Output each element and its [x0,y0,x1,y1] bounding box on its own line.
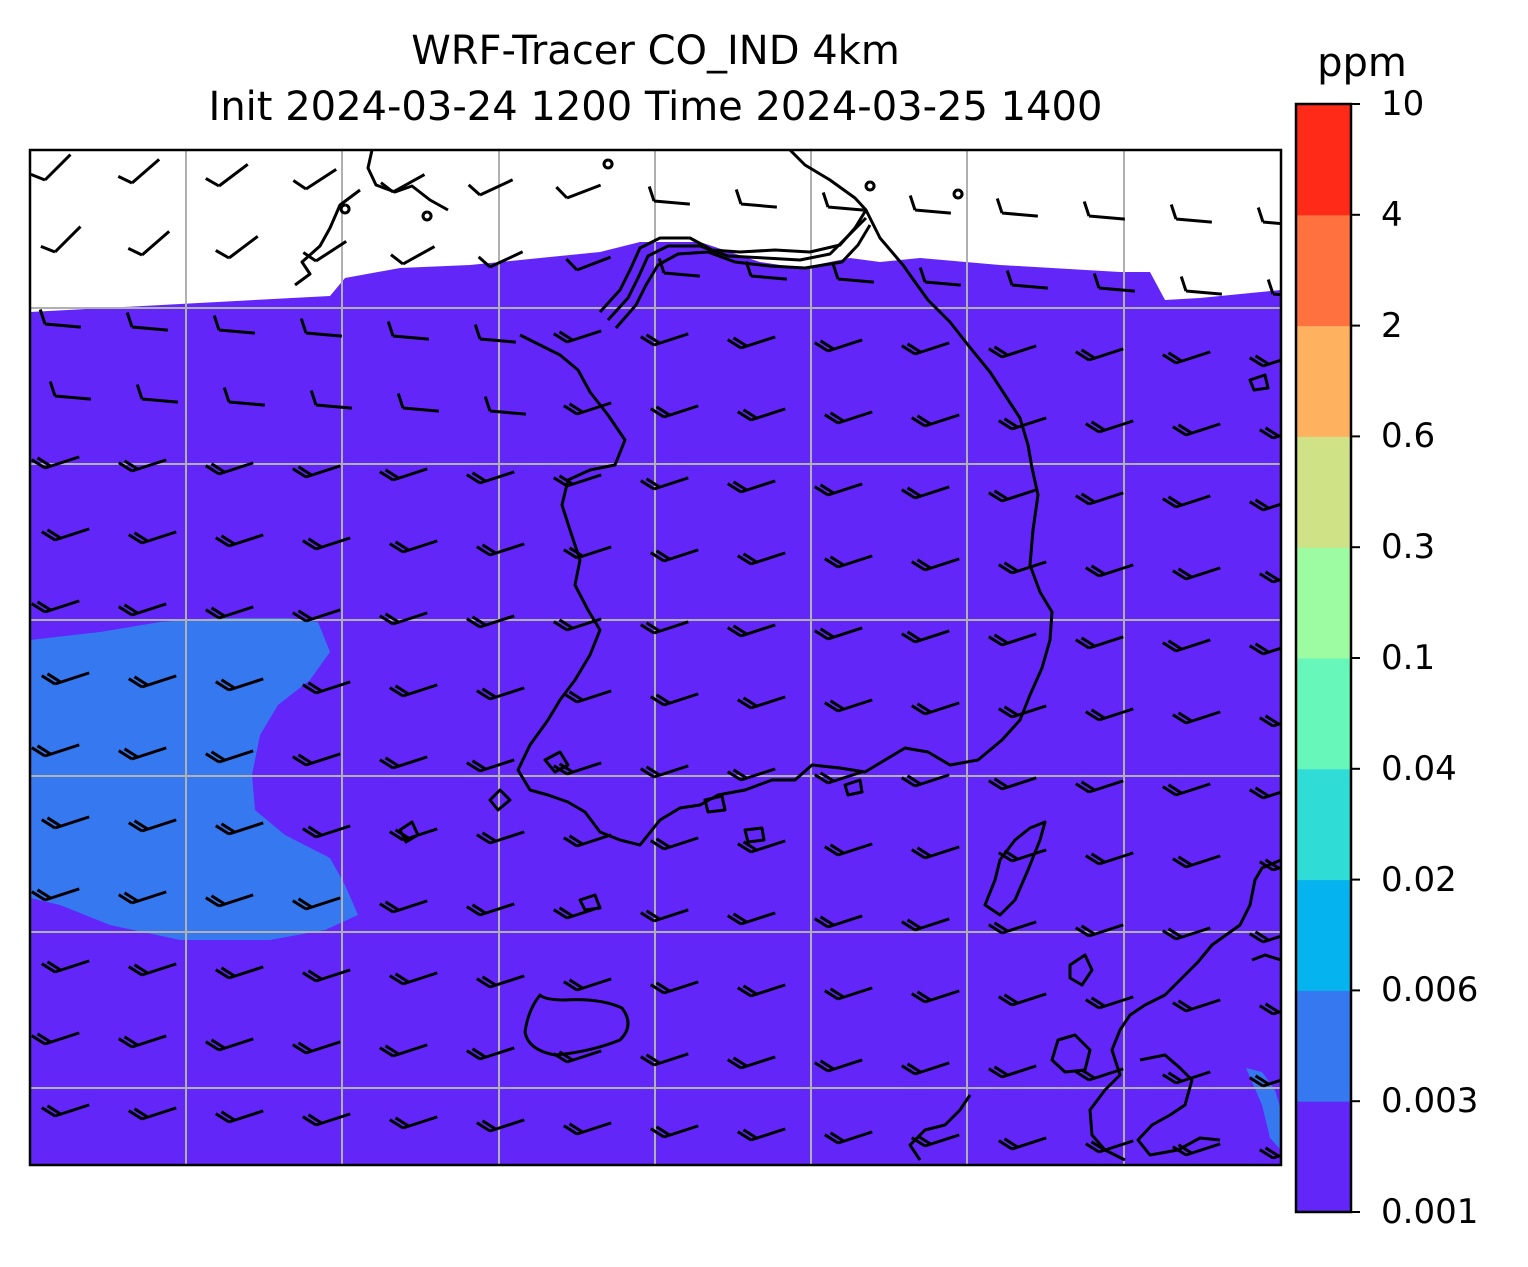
wind-barb [380,173,426,194]
wind-barb [291,464,341,479]
chart-title-line2: Init 2024-03-24 1200 Time 2024-03-25 140… [208,84,1103,130]
wind-barb [1092,273,1135,293]
colorbar-tick-label: 0.02 [1381,859,1457,900]
colorbar-unit-label: ppm [1317,40,1407,86]
colorbar-tick-label: 4 [1381,194,1403,235]
wind-barb [125,312,168,332]
colorbar-tick-label: 0.001 [1381,1192,1479,1232]
wind-barb [117,158,161,185]
wind-barb [473,324,516,344]
wind-barb [302,240,348,263]
colorbar-tick-label: 10 [1381,84,1425,124]
wind-barb [378,467,428,482]
wind-barb [215,235,259,260]
wind-barb [127,230,171,257]
wind-barb [467,178,514,197]
wind-barb [555,183,602,200]
colorbar-segment [1296,768,1351,881]
map-gridlines [30,150,1281,1165]
colorbar-segment [1296,1101,1351,1213]
colorbar-segment [1296,990,1351,1102]
wind-barb [38,309,81,329]
wind-barb [1082,201,1125,221]
wind-barb [734,189,777,209]
wind-barb [135,384,178,404]
wind-barb [831,264,874,284]
wind-barb [647,186,690,206]
wind-barb [117,458,167,473]
colorbar-tick-label: 0.1 [1381,638,1436,678]
wind-barb [1179,276,1222,296]
colorbar-segment [1296,325,1351,437]
wind-barb [821,192,864,212]
wind-barb [205,163,249,188]
colorbar-segment [1296,879,1351,991]
wind-barb [483,396,526,416]
wind-barb [390,245,436,266]
concentration-field-higher [30,618,358,940]
colorbar-tick-label: 0.04 [1381,748,1457,789]
chart-title-line1: WRF-Tracer CO_IND 4km [411,28,900,74]
wind-barb [299,318,342,338]
wind-barb [995,198,1038,218]
wind-barb [292,168,338,191]
wind-barb [465,470,515,485]
colorbar-segment [1296,214,1351,327]
colorbar-tick-label: 2 [1381,305,1403,346]
colorbar-tick-label: 0.6 [1381,416,1436,457]
wind-barb [222,387,265,407]
wind-barb [309,390,352,410]
wind-barb [908,195,951,215]
colorbar-segment [1296,658,1351,770]
colorbar-tick-label: 0.3 [1381,527,1436,568]
wind-barb [386,321,429,341]
wind-barb [1169,204,1212,224]
wind-barbs [30,153,1281,1160]
wind-barb [744,261,787,281]
wind-barb [477,250,524,269]
colorbar-segment [1296,436,1351,548]
wind-barb [918,267,961,287]
colorbar-tick-label: 0.006 [1381,970,1479,1011]
wind-barb [1005,270,1048,290]
colorbar-segment [1296,104,1351,216]
wind-barb [30,153,72,182]
wind-barb [657,258,700,278]
wind-barb [30,455,80,470]
wind-barb [212,315,255,335]
wind-barb [40,225,82,254]
wind-barb [48,381,91,401]
wind-barb [396,393,439,413]
map-frame [28,148,1283,1167]
wind-barb [1266,279,1281,299]
colorbar-tick-label: 0.003 [1381,1081,1479,1122]
wind-barb [565,255,612,272]
colorbar-segment [1296,547,1351,659]
